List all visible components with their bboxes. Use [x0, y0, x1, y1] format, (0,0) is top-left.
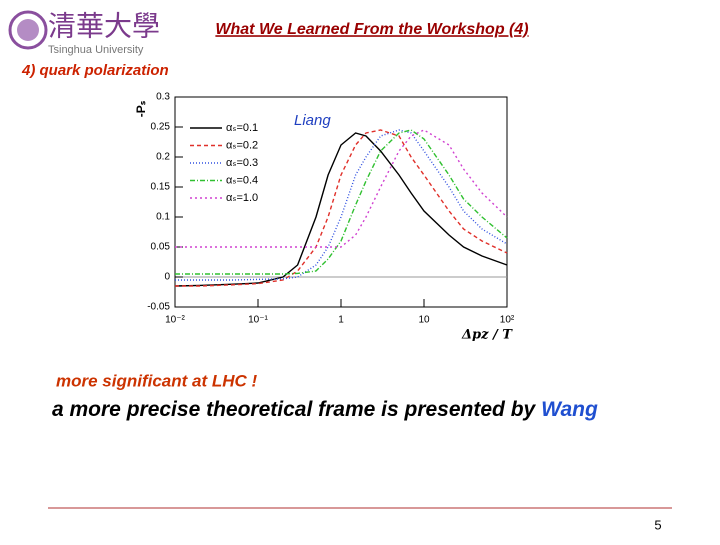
page-number: 5: [654, 517, 661, 532]
y-axis-label: -Pₛ: [134, 100, 148, 117]
body-text: a more precise theoretical frame is pres…: [52, 398, 537, 421]
slide-subtitle: 4) quark polarization: [21, 62, 169, 79]
legend-label: αₛ=1.0: [226, 192, 258, 204]
y-tick-label: 0.2: [156, 152, 170, 163]
y-tick-label: 0.15: [151, 182, 171, 193]
series-line: [175, 129, 508, 287]
body-line: more significant at LHC !: [56, 371, 258, 390]
x-tick-label: 10⁻²: [165, 315, 185, 326]
slide-title: What We Learned From the Workshop (4): [215, 21, 528, 38]
series-line: [175, 129, 508, 281]
x-tick-label: 10: [418, 315, 430, 326]
plot-frame: [174, 96, 508, 308]
y-tick-label: 0: [164, 272, 170, 283]
x-tick-label: 1: [338, 315, 344, 326]
legend-label: αₛ=0.3: [226, 157, 258, 169]
series-line: [174, 132, 508, 287]
y-tick-label: 0.05: [151, 242, 171, 253]
legend-label: αₛ=0.1: [226, 122, 258, 134]
body-line: a more precise theoretical frame is pres…: [52, 398, 598, 421]
series-line: [175, 129, 508, 275]
y-tick-label: 0.3: [156, 92, 170, 103]
y-tick-label: 0.25: [151, 122, 171, 133]
legend-label: αₛ=0.4: [226, 174, 258, 186]
chart: -0.05 0 0.05 0.1 0.15 0.2 0.25 0.3 10⁻² 10⁻¹ 1 10 10…: [134, 92, 515, 343]
y-tick-label: 0.1: [156, 212, 170, 223]
x-axis-label: Δpz / T: [461, 328, 513, 343]
logo-text: 清華大學: [48, 10, 160, 43]
x-tick-label: 10²: [500, 315, 515, 326]
highlight: Wang: [541, 398, 598, 421]
legend-label: αₛ=0.2: [226, 139, 258, 151]
logo-subtext: Tsinghua University: [48, 44, 144, 56]
x-tick-label: 10⁻¹: [248, 315, 268, 326]
logo-emblem-center: [17, 19, 39, 41]
annotation: Liang: [294, 112, 331, 129]
logo-emblem: [8, 10, 48, 50]
y-tick-label: -0.05: [147, 302, 170, 313]
